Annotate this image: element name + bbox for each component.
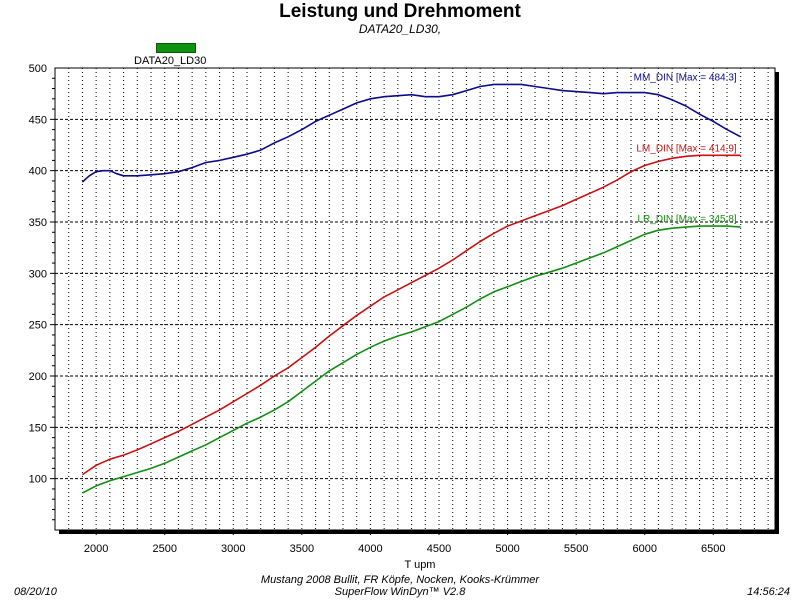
series-group: MM_DIN [Max = 484.3] LM_DIN [Max = 414.9]… xyxy=(81,72,742,494)
plot-area xyxy=(54,67,776,531)
series-label: LR_DIN [Max = 345.8] xyxy=(637,214,736,225)
x-tick-label: 5500 xyxy=(564,543,588,555)
footer-description: Mustang 2008 Bullit, FR Köpfe, Nocken, K… xyxy=(260,574,540,586)
footer-time: 14:56:24 xyxy=(747,586,790,598)
x-tick-label: 3000 xyxy=(221,543,245,555)
legend-label: DATA20_LD30 xyxy=(134,55,207,67)
x-tick-label: 4000 xyxy=(358,543,382,555)
series-label: MM_DIN [Max = 484.3] xyxy=(634,72,737,83)
y-axis: 100 150 200 250 300 350 400 450 500 xyxy=(29,63,55,521)
y-tick-label: 500 xyxy=(29,63,47,75)
legend-swatch[interactable] xyxy=(156,43,196,53)
y-tick-label: 250 xyxy=(29,320,47,332)
x-tick-label: 6000 xyxy=(632,543,656,555)
y-tick-label: 450 xyxy=(29,114,47,126)
x-tick-label: 2000 xyxy=(84,543,108,555)
x-tick-label: 6500 xyxy=(701,543,725,555)
x-tick-label: 5000 xyxy=(495,543,519,555)
y-tick-label: 300 xyxy=(29,268,47,280)
chart-title: Leistung und Drehmoment xyxy=(279,1,521,22)
chart-subtitle: DATA20_LD30, xyxy=(358,22,442,36)
series-label: LM_DIN [Max = 414.9] xyxy=(636,143,737,154)
y-tick-label: 150 xyxy=(29,422,47,434)
x-axis-label: T upm xyxy=(405,559,436,571)
y-tick-label: 100 xyxy=(29,474,47,486)
y-tick-label: 350 xyxy=(29,217,47,229)
series-line-lm-din xyxy=(81,154,741,476)
footer-software: SuperFlow WinDyn™ V2.8 xyxy=(334,586,466,598)
grid xyxy=(55,67,775,530)
x-tick-label: 2500 xyxy=(152,543,176,555)
x-tick-label: 4500 xyxy=(427,543,451,555)
x-tick-label: 3500 xyxy=(290,543,314,555)
x-axis: 2000 2500 3000 3500 4000 4500 5000 5500 6000 6500 xyxy=(68,530,769,555)
footer-date: 08/20/10 xyxy=(14,586,57,598)
y-tick-label: 200 xyxy=(29,371,47,383)
y-tick-label: 400 xyxy=(29,166,47,178)
series-line-lr-din xyxy=(82,225,741,494)
series-line-mm-din xyxy=(81,83,742,183)
